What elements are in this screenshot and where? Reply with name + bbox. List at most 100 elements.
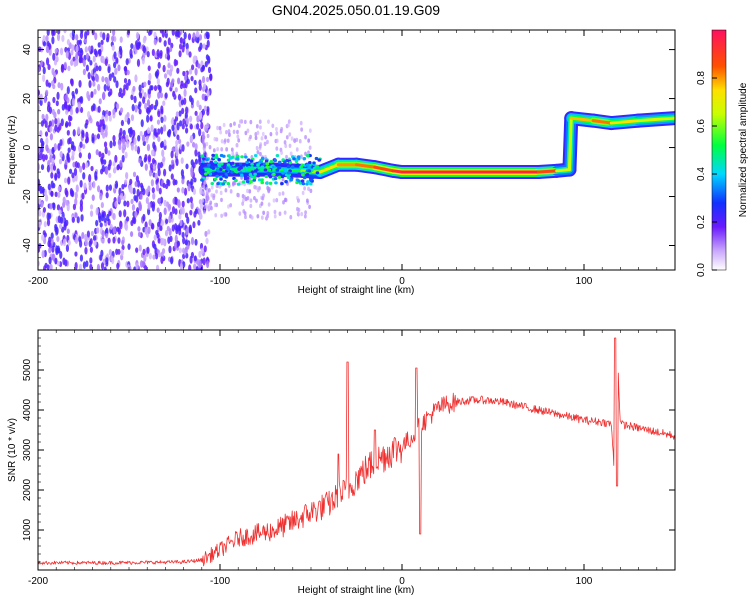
spectrogram-noise-cell <box>179 43 183 50</box>
spectrogram-noise-cell <box>181 200 185 208</box>
spectrogram-noise-cell <box>155 229 159 236</box>
snr-y-tick-label: 1000 <box>22 518 33 541</box>
spectrogram-noise <box>38 30 313 270</box>
spectrogram-ridge-blob <box>200 162 204 166</box>
spectrogram-noise-cell <box>67 147 71 153</box>
spectrogram-noise-cell <box>278 211 282 216</box>
spectrogram-noise-cell <box>92 103 96 111</box>
spectrogram-noise-cell <box>78 79 82 88</box>
spectrogram-noise-cell <box>97 42 101 48</box>
spectrogram-ridge-blob <box>286 165 291 169</box>
spectrogram-ridge-blob <box>260 168 264 172</box>
spectrogram-noise-cell <box>168 164 172 172</box>
spectrogram-noise-cell <box>105 191 109 199</box>
spectrogram-noise-cell <box>183 187 188 196</box>
spectrogram-ridge-blob <box>277 166 281 170</box>
spectrogram-noise-cell <box>220 147 224 152</box>
spectrogram-noise-cell <box>87 110 91 118</box>
spectrogram-noise-cell <box>174 208 178 215</box>
spectrogram-noise-cell <box>67 121 72 127</box>
spectrogram-noise-cell <box>146 143 151 152</box>
spectrogram-noise-cell <box>108 249 112 256</box>
spectrogram-noise-cell <box>202 184 206 190</box>
spectrogram-noise-cell <box>159 50 163 57</box>
spectrogram-noise-cell <box>188 264 192 270</box>
spectrogram-noise-cell <box>105 166 109 175</box>
spectrogram-noise-cell <box>275 126 278 132</box>
colorbar-ticks: 0.0 0.2 0.4 0.6 0.8 <box>696 71 717 277</box>
spectrogram-noise-cell <box>229 123 233 128</box>
spectrogram-noise-cell <box>113 76 117 83</box>
spectrogram-noise-cell <box>142 37 146 44</box>
spectrogram-noise-cell <box>119 127 123 136</box>
spectrogram-noise-cell <box>60 63 65 70</box>
spectrogram-noise-cell <box>135 31 140 40</box>
spectrogram-noise-cell <box>194 208 198 215</box>
spectrogram-noise-cell <box>74 88 79 95</box>
spectrogram-noise-cell <box>88 185 92 191</box>
spectrogram-noise-cell <box>188 95 193 103</box>
spectrogram-noise-cell <box>260 201 264 206</box>
spectrogram-noise-cell <box>59 223 63 230</box>
spectrogram-noise-cell <box>287 119 291 124</box>
spectrogram-noise-cell <box>107 150 111 156</box>
spectrogram-noise-cell <box>51 108 55 116</box>
spectrogram-noise-cell <box>47 82 52 88</box>
spectrogram-noise-cell <box>198 34 203 41</box>
spectrogram-noise-cell <box>115 248 119 256</box>
spectrogram-noise-cell <box>147 154 152 163</box>
spectrogram-ridge-blob <box>211 153 215 157</box>
spectrogram-noise-cell <box>155 99 159 107</box>
spectrogram-ridge-blob <box>260 178 264 182</box>
spectrogram-noise-cell <box>174 87 178 93</box>
spectrogram-noise-cell <box>153 234 157 241</box>
snr-y-tick-label: 3000 <box>22 438 33 461</box>
snr-y-tick-label: 4000 <box>22 398 33 421</box>
spectrogram-noise-cell <box>194 148 198 157</box>
spectrogram-noise-cell <box>157 238 161 244</box>
spectrogram-ridge-blob <box>283 160 287 164</box>
spectrogram-noise-cell <box>159 92 164 99</box>
spectrogram-noise-cell <box>93 134 98 141</box>
spectrogram-noise-cell <box>121 138 126 145</box>
spectrogram-ridge-blob <box>300 179 305 183</box>
spectrogram-noise-cell <box>155 183 160 192</box>
spectrogram-noise-cell <box>230 147 234 152</box>
spectrogram-noise-cell <box>165 218 169 225</box>
spectrogram-noise-cell <box>254 132 258 137</box>
spectrogram-ridge-blob <box>202 157 206 161</box>
spectrogram-noise-cell <box>88 240 92 248</box>
spectrogram-noise-cell <box>157 136 161 143</box>
spectrogram-noise-cell <box>87 71 91 80</box>
spectrogram-noise-cell <box>151 48 155 57</box>
spectrogram-noise-cell <box>106 33 110 41</box>
spectrogram-ridge-blob <box>256 163 260 167</box>
spectrogram-noise-cell <box>98 151 102 158</box>
spectrogram-noise-cell <box>181 107 185 115</box>
spectrogram-noise-cell <box>78 96 83 103</box>
spectrogram-noise-cell <box>48 247 52 254</box>
spectrogram-noise-cell <box>54 226 58 233</box>
spectrogram-noise-cell <box>201 75 206 84</box>
spectrogram-noise-cell <box>156 119 161 125</box>
spectrogram-noise-cell <box>205 76 210 83</box>
spectrogram-noise-cell <box>202 135 206 140</box>
spectrogram-noise-cell <box>58 209 62 215</box>
spectrogram-ridge-blob <box>214 171 218 175</box>
spectrogram-noise-cell <box>112 226 116 235</box>
spectrogram-noise-cell <box>50 238 54 245</box>
spectrogram-noise-cell <box>309 188 313 194</box>
spectrogram-ridge-blob <box>226 163 231 167</box>
spectrogram-noise-cell <box>116 262 120 270</box>
spectrogram-noise-cell <box>90 91 94 98</box>
spectrogram-noise-cell <box>170 173 174 180</box>
spectrogram-noise-cell <box>93 48 97 56</box>
spectrogram-noise-cell <box>114 154 118 163</box>
spectrogram-noise-cell <box>71 172 75 179</box>
spectrogram-y-tick-label: 40 <box>22 44 33 56</box>
spectrogram-noise-cell <box>204 128 208 133</box>
spectrogram-noise-cell <box>271 123 275 129</box>
spectrogram-noise-cell <box>203 245 207 253</box>
spectrogram-noise-cell <box>89 204 94 210</box>
spectrogram-noise-cell <box>49 133 54 141</box>
